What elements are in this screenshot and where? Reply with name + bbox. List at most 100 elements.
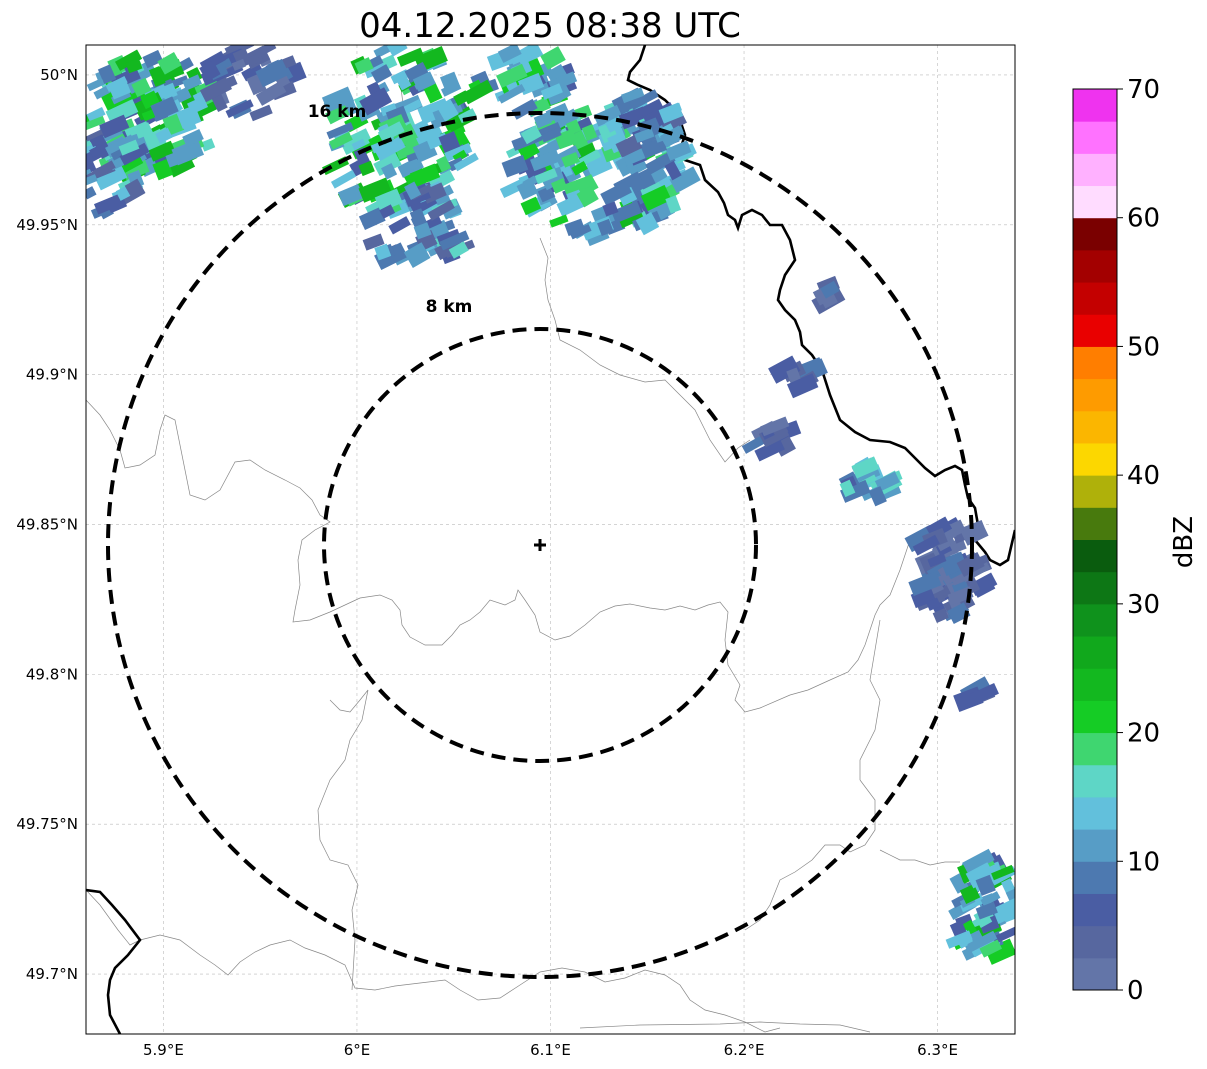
- colorbar-swatch: [1073, 700, 1117, 734]
- radar-echo-cell: [786, 373, 819, 399]
- radar-echo-cell: [200, 138, 216, 152]
- radar-echo-cell: [540, 46, 566, 70]
- radar-echo-cell: [241, 62, 264, 82]
- x-tick-label: 6°E: [344, 1041, 371, 1059]
- radar-echo-cell: [409, 208, 428, 229]
- radar-echo-cell: [436, 98, 459, 122]
- radar-echo-cell: [381, 163, 398, 180]
- radar-echo-cell: [377, 121, 405, 143]
- radar-echo-cell: [984, 938, 1015, 965]
- radar-echo-cell: [868, 486, 887, 507]
- radar-echo-cell: [634, 127, 655, 143]
- radar-echo-cell: [597, 218, 614, 237]
- radar-echo-cell: [374, 136, 406, 161]
- boundary-line: [744, 779, 876, 931]
- radar-echo-cell: [549, 214, 569, 228]
- radar-echo-cell: [967, 930, 998, 953]
- radar-echo-cell: [462, 79, 494, 105]
- colorbar-swatch: [1073, 507, 1117, 540]
- radar-echo-cell: [328, 131, 353, 150]
- radar-echo-cell: [142, 49, 164, 69]
- radar-echo-cell: [768, 355, 801, 384]
- radar-echo-cell: [645, 150, 676, 175]
- radar-echo-cell: [534, 168, 558, 185]
- colorbar-swatch: [1073, 893, 1117, 927]
- colorbar-swatch: [1073, 153, 1117, 187]
- radar-echo-cell: [975, 874, 996, 896]
- radar-echo-cell: [321, 86, 355, 113]
- radar-echo-cell: [840, 479, 871, 503]
- radar-echo-cell: [945, 930, 973, 949]
- map-area: 8 km 16 km: [86, 45, 1015, 1034]
- radar-echo-cell: [358, 177, 392, 203]
- radar-echo-cell: [956, 552, 985, 577]
- radar-echo-cell: [932, 608, 949, 623]
- radar-echo-cell: [403, 242, 431, 268]
- radar-echo-cell: [436, 155, 452, 173]
- radar-echo-cell: [537, 185, 556, 203]
- radar-echo-cell: [540, 127, 562, 143]
- y-tick-label: 49.7°N: [26, 965, 78, 983]
- radar-echo-cell: [394, 71, 412, 91]
- radar-echo-cell: [225, 99, 254, 118]
- radar-echo-cell: [615, 134, 643, 158]
- radar-echo-cell: [520, 196, 542, 216]
- radar-echo-cell: [182, 129, 204, 147]
- radar-echo-cell: [444, 142, 473, 162]
- radar-echo-cell: [86, 174, 98, 190]
- colorbar-frame: [1072, 88, 1118, 991]
- radar-echo-cell: [669, 166, 701, 194]
- radar-echo-cell: [992, 897, 1015, 924]
- radar-echo-cell: [980, 891, 1001, 907]
- boundary-line: [317, 689, 369, 991]
- colorbar-swatch: [1073, 925, 1117, 959]
- radar-echo-cell: [255, 58, 290, 88]
- radar-echo-cell: [635, 212, 660, 236]
- radar-echo-cell: [193, 100, 219, 119]
- y-axis-ticks: 50°N 49.95°N 49.9°N 49.85°N 49.8°N 49.75°N 49.…: [16, 66, 78, 983]
- radar-echo-cell: [927, 553, 947, 568]
- radar-echo-cell: [497, 84, 526, 104]
- radar-echo-cell: [839, 479, 856, 498]
- radar-echo-cell: [912, 534, 940, 556]
- colorbar-swatch: [1073, 249, 1117, 283]
- radar-echo-cell: [155, 127, 173, 144]
- colorbar-swatch: [1073, 121, 1117, 154]
- radar-echo-cell: [881, 484, 902, 500]
- colorbar-swatch: [1073, 571, 1117, 605]
- radar-echo-cell: [354, 57, 374, 75]
- radar-echo-cell: [611, 200, 642, 224]
- radar-echo-cell: [199, 60, 221, 82]
- radar-echo-cell: [851, 456, 880, 479]
- colorbar-tick-label: 50: [1127, 332, 1160, 362]
- colorbar-swatch: [1073, 314, 1117, 347]
- colorbar-tick-label: 60: [1127, 204, 1160, 234]
- radar-echo-cell: [969, 683, 999, 705]
- radar-echo-cell: [97, 64, 117, 85]
- radar-echo-cell: [448, 241, 469, 259]
- boundary-line: [859, 619, 881, 780]
- radar-echo-cell: [501, 154, 529, 178]
- radar-echo-cell: [125, 58, 143, 74]
- radar-echo-cell: [388, 216, 411, 235]
- radar-echo-cell: [550, 178, 568, 194]
- radar-echo-cell: [386, 45, 408, 57]
- colorbar-swatch: [1073, 282, 1117, 315]
- radar-echo-cell: [358, 207, 386, 230]
- radar-echo-cell: [960, 521, 989, 546]
- colorbar-swatch: [1073, 378, 1117, 412]
- radar-site-marker: [534, 539, 546, 551]
- radar-echo-cell: [522, 175, 538, 189]
- radar-echo-cell: [255, 80, 287, 106]
- colorbar-swatch: [1073, 442, 1117, 476]
- radar-echo-cell: [325, 103, 350, 125]
- map-title: 04.12.2025 08:38 UTC: [359, 6, 741, 46]
- radar-echo-cell: [119, 142, 150, 166]
- radar-echo-cell: [380, 103, 398, 117]
- colorbar-swatch: [1073, 539, 1117, 573]
- y-tick-label: 50°N: [40, 66, 78, 84]
- boundary-line: [879, 849, 960, 866]
- colorbar-swatch: [1073, 732, 1117, 766]
- radar-echo-cell: [962, 848, 995, 875]
- radar-echo-cell: [659, 102, 682, 118]
